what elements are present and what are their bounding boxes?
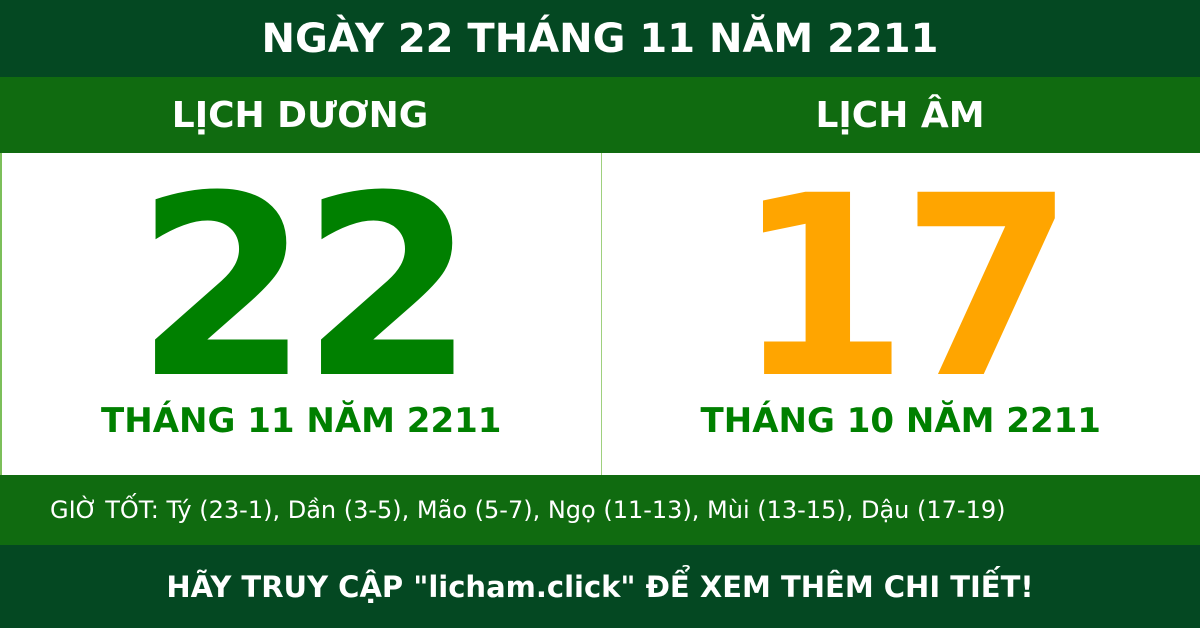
calendar-headers: LỊCH DƯƠNG LỊCH ÂM xyxy=(0,77,1200,153)
solar-panel: 22 THÁNG 11 NĂM 2211 xyxy=(0,153,602,475)
footer-cta: HÃY TRUY CẬP "licham.click" ĐỂ XEM THÊM … xyxy=(0,545,1200,628)
lunar-calendar-label: LỊCH ÂM xyxy=(815,94,985,136)
calendar-body: 22 THÁNG 11 NĂM 2211 17 THÁNG 10 NĂM 221… xyxy=(0,153,1200,475)
page-title: NGÀY 22 THÁNG 11 NĂM 2211 xyxy=(0,0,1200,77)
lunar-month-year: THÁNG 10 NĂM 2211 xyxy=(700,401,1101,441)
solar-month-year: THÁNG 11 NĂM 2211 xyxy=(101,401,502,441)
lunar-day: 17 xyxy=(734,142,1075,433)
lunar-panel: 17 THÁNG 10 NĂM 2211 xyxy=(602,153,1200,475)
good-hours: GIỜ TỐT: Tý (23-1), Dần (3-5), Mão (5-7)… xyxy=(0,475,1200,545)
solar-day: 22 xyxy=(135,142,475,433)
solar-calendar-label: LỊCH DƯƠNG xyxy=(171,94,429,136)
